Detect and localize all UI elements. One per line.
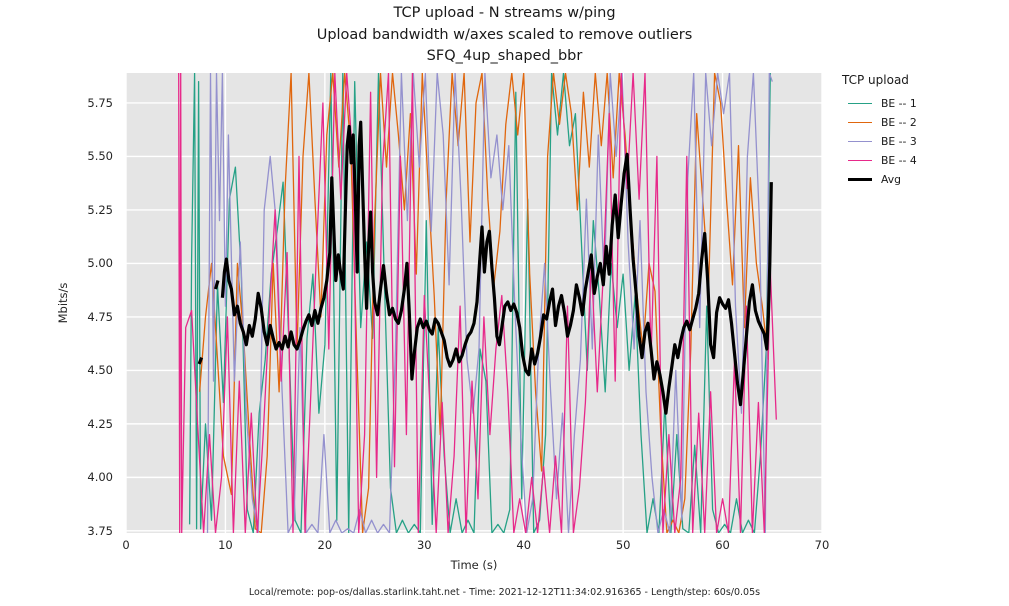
legend-swatch-icon	[848, 160, 872, 161]
series-line-be-3	[206, 73, 773, 533]
chart-canvas	[126, 73, 822, 533]
legend-swatch-icon	[848, 103, 872, 104]
legend-label: BE -- 1	[881, 97, 917, 110]
y-tick-label: 5.25	[87, 202, 113, 217]
legend-item: Avg	[848, 170, 1008, 189]
x-tick-label: 60	[715, 538, 730, 552]
series-line-be-4	[178, 73, 777, 533]
legend-item: BE -- 4	[848, 151, 1008, 170]
legend-label: BE -- 2	[881, 116, 917, 129]
legend-title: TCP upload	[842, 73, 909, 87]
legend-swatch-icon	[848, 178, 872, 181]
y-tick-label: 4.25	[87, 416, 113, 431]
x-tick-label: 40	[516, 538, 532, 552]
plot-area	[126, 73, 822, 533]
chart-title: TCP upload - N streams w/ping Upload ban…	[0, 3, 1009, 68]
series-line-avg	[213, 280, 220, 290]
y-axis-ticks: 3.75 4.00 4.25 4.50 4.75 5.00 5.25 5.50 5.75	[0, 73, 120, 538]
legend: TCP upload BE -- 1 BE -- 2 BE -- 3 BE -- 4 A…	[838, 73, 1008, 189]
y-tick-label: 3.75	[87, 523, 113, 538]
x-tick-label: 0	[122, 538, 130, 552]
x-axis-ticks: 0 10 20 30 40 50 60 70	[122, 538, 829, 554]
series-line-avg	[197, 357, 204, 365]
legend-items: BE -- 1 BE -- 2 BE -- 3 BE -- 4 Avg	[838, 94, 1008, 189]
x-tick-label: 30	[416, 538, 432, 552]
x-tick-label: 10	[218, 538, 233, 552]
legend-swatch-icon	[848, 141, 872, 142]
legend-item: BE -- 1	[848, 94, 1008, 113]
x-tick-label: 70	[814, 538, 830, 552]
footer-caption: Local/remote: pop-os/dallas.starlink.tah…	[248, 587, 761, 598]
y-tick-label: 4.75	[87, 309, 113, 324]
y-tick-label: 5.75	[87, 95, 113, 110]
chart-title-line2: Upload bandwidth w/axes scaled to remove…	[316, 26, 693, 43]
legend-item: BE -- 2	[848, 113, 1008, 132]
y-tick-label: 5.50	[87, 149, 113, 164]
x-axis-label: Time (s)	[450, 558, 498, 572]
y-tick-label: 4.00	[87, 470, 113, 485]
legend-label: BE -- 3	[881, 135, 917, 148]
legend-label: Avg	[881, 173, 901, 186]
chart-title-line3: SFQ_4up_shaped_bbr	[426, 48, 583, 64]
legend-label: BE -- 4	[881, 154, 917, 167]
x-tick-label: 50	[615, 538, 631, 552]
x-tick-label: 20	[317, 538, 333, 552]
series-line-avg	[220, 120, 773, 415]
legend-swatch-icon	[848, 122, 872, 123]
y-tick-label: 5.00	[87, 256, 113, 271]
legend-item: BE -- 3	[848, 132, 1008, 151]
y-tick-label: 4.50	[87, 363, 113, 378]
chart-title-line1: TCP upload - N streams w/ping	[393, 5, 616, 21]
